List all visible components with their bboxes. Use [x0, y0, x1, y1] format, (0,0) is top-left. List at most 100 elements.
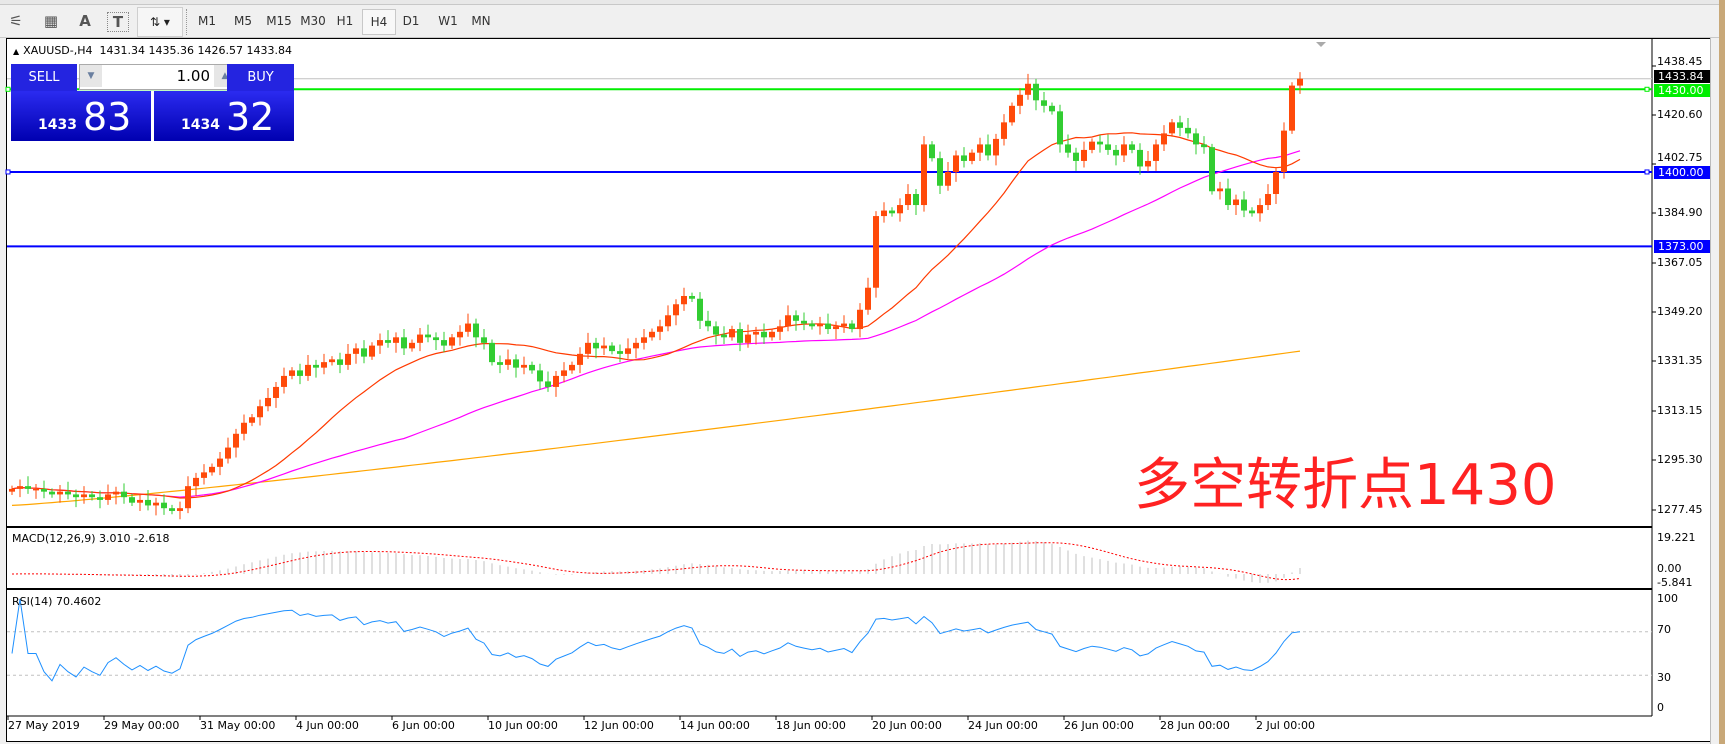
- ohlc-high: 1435.36: [148, 44, 195, 57]
- candle-bullish: [281, 375, 287, 387]
- candle-bearish: [761, 331, 767, 338]
- candle-bullish: [841, 323, 847, 327]
- text-label-icon[interactable]: T: [107, 12, 129, 32]
- candle-bullish: [33, 488, 39, 491]
- candle-bullish: [9, 488, 15, 492]
- price-tick: 1295.30: [1657, 453, 1703, 466]
- candle-bullish: [865, 287, 871, 310]
- candle-bullish: [369, 345, 375, 357]
- volume-value[interactable]: 1.00: [176, 67, 210, 85]
- time-tick: 10 Jun 00:00: [488, 719, 558, 732]
- candle-bearish: [489, 342, 495, 363]
- candle-bearish: [985, 144, 991, 156]
- ma-slow-line: [11, 350, 1301, 506]
- sell-price-small: 1433: [38, 117, 77, 133]
- time-tick: 28 Jun 00:00: [1160, 719, 1230, 732]
- candle-bullish: [345, 353, 351, 365]
- timeframe-m1[interactable]: M1: [198, 14, 216, 28]
- level-tag-1400: 1400.00: [1654, 166, 1710, 179]
- rsi-tick-100: 100: [1657, 592, 1678, 605]
- arrows-dropdown-button[interactable]: ⇅ ▾: [137, 7, 183, 37]
- elliott-wave-icon[interactable]: ⚟: [9, 12, 23, 30]
- candle-bearish: [929, 144, 935, 159]
- candle-bullish: [785, 315, 791, 327]
- timeframe-h4[interactable]: H4: [362, 9, 396, 35]
- candle-bearish: [913, 194, 919, 206]
- candle-bullish: [241, 422, 247, 434]
- candle-bearish: [25, 486, 31, 489]
- candle-bearish: [481, 337, 487, 343]
- candle-bearish: [593, 342, 599, 349]
- candle-bearish: [97, 497, 103, 500]
- time-tick: 12 Jun 00:00: [584, 719, 654, 732]
- ohlc-close: 1433.84: [246, 44, 293, 57]
- candle-bullish: [209, 466, 215, 473]
- timeframe-h1[interactable]: H1: [336, 14, 354, 28]
- symbol-label: XAUUSD-,H4: [23, 44, 93, 57]
- candle-bearish: [497, 362, 503, 365]
- sell-price-big: 83: [83, 95, 132, 139]
- timeframe-m5[interactable]: M5: [234, 14, 252, 28]
- candle-bearish: [1113, 149, 1119, 156]
- candle-bearish: [433, 337, 439, 341]
- buy-button[interactable]: BUY: [227, 64, 294, 91]
- candle-bearish: [401, 337, 407, 349]
- macd-tick-zero: 0.00: [1657, 562, 1682, 575]
- time-tick: 6 Jun 00:00: [392, 719, 455, 732]
- candle-bullish: [585, 342, 591, 354]
- window-tab-strip: [0, 0, 1725, 5]
- macd-label: MACD(12,26,9) 3.010 -2.618: [12, 532, 170, 545]
- candle-bearish: [513, 359, 519, 368]
- sell-button[interactable]: SELL: [11, 64, 77, 91]
- candle-bullish: [729, 329, 735, 338]
- fibonacci-icon[interactable]: ▦: [43, 12, 59, 30]
- volume-decrease-icon[interactable]: ▼: [80, 65, 102, 87]
- price-tick: 1402.75: [1657, 151, 1703, 164]
- candle-bullish: [577, 353, 583, 365]
- level-handle: [1644, 86, 1650, 92]
- price-tick: 1420.60: [1657, 108, 1703, 121]
- candle-bearish: [1033, 83, 1039, 101]
- time-tick: 18 Jun 00:00: [776, 719, 846, 732]
- candle-bullish: [1273, 171, 1279, 195]
- time-tick: 20 Jun 00:00: [872, 719, 942, 732]
- timeframe-w1[interactable]: W1: [438, 14, 458, 28]
- candle-bullish: [1169, 122, 1175, 134]
- ohlc-open: 1431.34: [99, 44, 146, 57]
- candle-bearish: [473, 323, 479, 338]
- candle-bearish: [121, 491, 127, 498]
- candle-bearish: [1241, 199, 1247, 211]
- candle-bullish: [1289, 85, 1295, 131]
- candle-bearish: [689, 295, 695, 299]
- candle-bearish: [1185, 127, 1191, 134]
- timeframe-m15[interactable]: M15: [266, 14, 292, 28]
- candle-bullish: [873, 216, 879, 288]
- candle-bullish: [409, 342, 415, 349]
- buy-price-box[interactable]: 1434 32: [154, 91, 294, 141]
- level-handle: [1644, 169, 1650, 175]
- toolbar: ⚟ ▦ A T ⇅ ▾ M1 M5 M15 M30 H1 H4 D1 W1 MN: [0, 5, 1725, 38]
- price-tick: 1313.15: [1657, 404, 1703, 417]
- timeframe-mn[interactable]: MN: [471, 14, 491, 28]
- candle-bullish: [201, 472, 207, 478]
- chart-info: ▲ XAUUSD-,H4 1431.34 1435.36 1426.57 1433…: [13, 44, 292, 57]
- candle-bearish: [1201, 144, 1207, 148]
- chart-window[interactable]: [6, 38, 1710, 742]
- price-tick: 1277.45: [1657, 503, 1703, 516]
- candle-bearish: [1073, 152, 1079, 161]
- candle-bullish: [1145, 160, 1151, 167]
- sell-price-box[interactable]: 1433 83: [11, 91, 151, 141]
- candle-bearish: [1193, 133, 1199, 145]
- candle-bullish: [745, 334, 751, 343]
- collapse-triangle-icon[interactable]: ▲: [13, 47, 20, 56]
- candle-bullish: [753, 331, 759, 335]
- timeframe-m30[interactable]: M30: [300, 14, 326, 28]
- candle-bullish: [321, 362, 327, 368]
- timeframe-d1[interactable]: D1: [402, 14, 420, 28]
- text-icon[interactable]: A: [79, 12, 91, 30]
- current-price-tag: 1433.84: [1654, 70, 1710, 83]
- volume-field[interactable]: ▼ 1.00 ▲: [79, 64, 237, 90]
- ohlc-low: 1426.57: [197, 44, 244, 57]
- candle-bullish: [457, 331, 463, 338]
